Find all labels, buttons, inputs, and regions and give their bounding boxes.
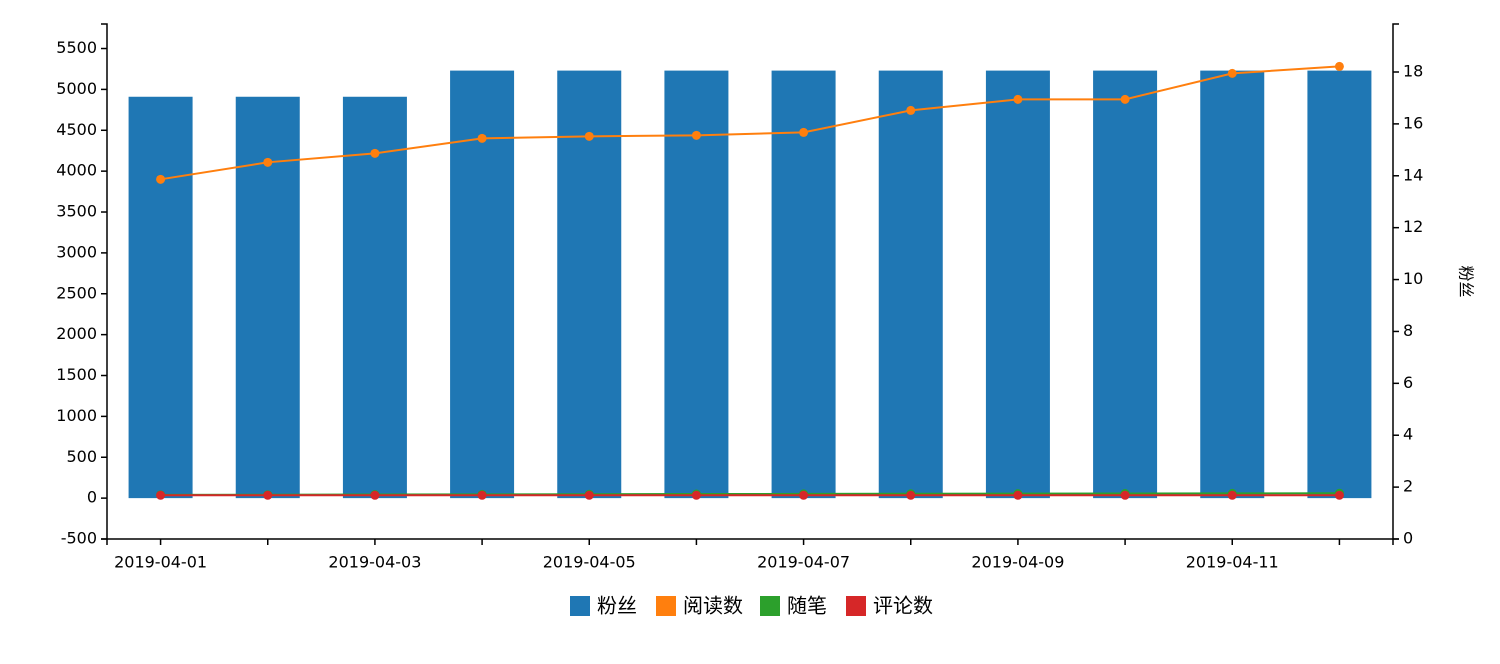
y2-axis <box>1392 23 1399 540</box>
point <box>906 490 916 500</box>
y2-tick-label: 14 <box>1403 165 1423 184</box>
y2-tick-label: 4 <box>1403 425 1413 444</box>
legend-label: 评论数 <box>873 594 933 618</box>
legend-swatch <box>656 596 676 616</box>
x-tick-label: 2019-04-01 <box>114 553 207 572</box>
y-tick-label: 1500 <box>56 365 97 384</box>
y-tick-label: 5000 <box>56 79 97 98</box>
legend-swatch <box>760 596 780 616</box>
point <box>1334 61 1344 71</box>
x-tick-label: 2019-04-09 <box>971 553 1064 572</box>
bar <box>342 96 407 499</box>
line <box>160 65 1340 181</box>
x-tick-label: 2019-04-05 <box>543 553 636 572</box>
point <box>1013 490 1023 500</box>
legend-swatch <box>846 596 866 616</box>
point <box>370 490 380 500</box>
point <box>799 490 809 500</box>
y2-tick-label: 2 <box>1403 477 1413 496</box>
y-tick-label: -500 <box>61 529 97 548</box>
point <box>1334 490 1344 500</box>
point <box>156 490 166 500</box>
bar <box>1093 70 1158 499</box>
y2-tick-label: 0 <box>1403 529 1413 548</box>
y-tick-label: 500 <box>66 447 97 466</box>
x-tick-label: 2019-04-03 <box>328 553 421 572</box>
bar <box>985 70 1050 499</box>
y-tick-label: 2500 <box>56 283 97 302</box>
bar <box>771 70 836 499</box>
y-tick-label: 2000 <box>56 324 97 343</box>
point <box>263 490 273 500</box>
legend-label: 随笔 <box>787 594 827 618</box>
bar <box>557 70 622 499</box>
y-tick-label: 3500 <box>56 202 97 221</box>
y2-tick-label: 8 <box>1403 321 1413 340</box>
point <box>1120 490 1130 500</box>
y2-tick-label: 18 <box>1403 61 1423 80</box>
bar <box>128 96 193 499</box>
point <box>1013 94 1023 104</box>
y2-tick-label: 10 <box>1403 269 1423 288</box>
y-tick-label: 4500 <box>56 120 97 139</box>
point <box>906 105 916 115</box>
bar <box>664 70 729 499</box>
y-tick-label: 0 <box>87 488 97 507</box>
y-tick-label: 5500 <box>56 38 97 57</box>
point <box>691 490 701 500</box>
bar <box>878 70 943 499</box>
legend-label: 粉丝 <box>597 594 637 618</box>
bar <box>1200 70 1265 499</box>
y-tick-label: 4000 <box>56 161 97 180</box>
point <box>584 490 594 500</box>
point <box>799 127 809 137</box>
point <box>477 133 487 143</box>
y-tick-label: 3000 <box>56 242 97 261</box>
y2-tick-label: 16 <box>1403 113 1423 132</box>
x-tick-label: 2019-04-07 <box>757 553 850 572</box>
point <box>370 148 380 158</box>
point <box>1120 94 1130 104</box>
legend-swatch <box>570 596 590 616</box>
y2-tick-label: 6 <box>1403 373 1413 392</box>
x-axis <box>106 538 1394 545</box>
point <box>1227 68 1237 78</box>
legend-label: 阅读数 <box>683 594 743 618</box>
bar <box>1307 70 1372 499</box>
point <box>263 157 273 167</box>
y-tick-label: 1000 <box>56 406 97 425</box>
point <box>691 130 701 140</box>
y2-axis-label: 粉丝 <box>1457 265 1476 297</box>
point <box>584 131 594 141</box>
bar <box>235 96 300 499</box>
y2-tick-label: 12 <box>1403 217 1423 236</box>
point <box>1227 490 1237 500</box>
point <box>477 490 487 500</box>
point <box>156 174 166 184</box>
x-tick-label: 2019-04-11 <box>1186 553 1279 572</box>
y-axis <box>101 23 108 540</box>
